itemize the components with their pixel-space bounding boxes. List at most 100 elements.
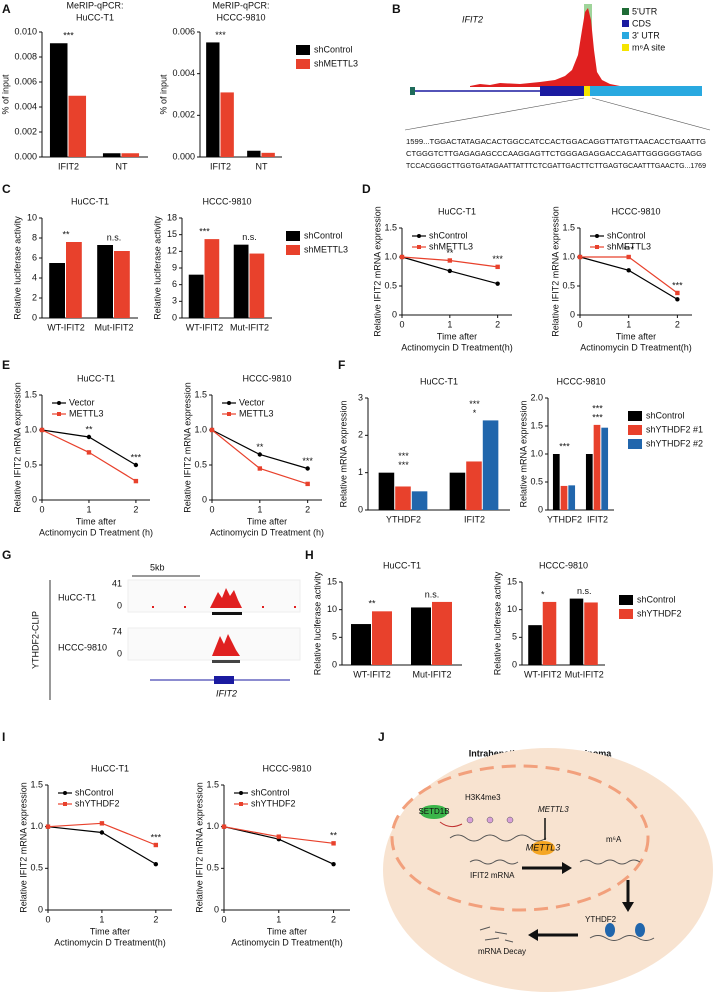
- point: [331, 841, 336, 846]
- y-tick-label: 0.002: [14, 126, 37, 136]
- dot: [184, 606, 186, 608]
- point: [626, 268, 631, 273]
- significance: ***: [492, 254, 503, 264]
- point: [675, 297, 680, 302]
- point: [153, 861, 159, 867]
- legend-label: 3' UTR: [632, 30, 660, 40]
- bar: [49, 43, 68, 157]
- y-tick-label: 1.5: [194, 389, 207, 399]
- x-axis-label: Time after: [616, 331, 656, 341]
- panel-j: Intrahepatic Cholangiocarcinoma SETD1B H…: [383, 748, 713, 992]
- chart-title: HCCC-9810: [556, 376, 605, 386]
- node-label: SETD1B: [418, 807, 449, 816]
- ythdf2: [605, 923, 615, 937]
- panel-label: I: [2, 730, 5, 744]
- y-tick-label: 0.004: [172, 68, 195, 78]
- x-axis-label: Time after: [90, 926, 130, 936]
- bar: [568, 485, 576, 510]
- bar: [569, 598, 584, 665]
- y-tick-label: 1.0: [206, 821, 219, 831]
- legend-label: shMETTL3: [304, 244, 348, 254]
- x-axis-label: Actinomycin D Treatment(h): [231, 937, 343, 947]
- y-tick-label: 9: [172, 262, 177, 272]
- track-max: 41: [112, 578, 122, 588]
- x-tick-label: 1: [626, 319, 631, 329]
- significance: ***: [469, 399, 480, 409]
- significance: ***: [623, 244, 634, 254]
- legend-label: shControl: [429, 230, 468, 240]
- y-tick-label: 1.5: [562, 222, 575, 232]
- legend-marker: [57, 401, 61, 405]
- legend-label: shMETTL3: [429, 241, 473, 251]
- legend-swatch: [286, 231, 300, 241]
- y-tick-label: 2.0: [530, 392, 543, 402]
- legend-label: shYTHDF2 #1: [646, 424, 703, 434]
- y-tick-label: 2: [32, 292, 37, 302]
- x-tick-label: 2: [495, 319, 500, 329]
- x-tick-label: 0: [39, 504, 44, 514]
- arrowhead: [528, 929, 538, 941]
- bar: [395, 486, 411, 510]
- exon: [214, 676, 234, 684]
- legend-label: shControl: [314, 44, 353, 54]
- bar: [114, 251, 130, 318]
- y-tick-label: 0.010: [14, 26, 37, 36]
- cds: [540, 86, 584, 96]
- point: [45, 824, 51, 829]
- significance: n.s.: [107, 232, 122, 242]
- y-tick-label: 6: [172, 279, 177, 289]
- x-axis-label: Actinomycin D Treatment(h): [580, 342, 692, 352]
- utr3: [590, 86, 702, 96]
- point: [675, 290, 680, 296]
- legend-label: shMETTL3: [607, 241, 651, 251]
- point: [276, 834, 281, 839]
- y-axis-label: Relative luciferase activity: [492, 571, 502, 675]
- chart-title: HCCC-9810: [202, 196, 251, 206]
- histone: [466, 816, 474, 824]
- bar: [482, 420, 499, 510]
- y-tick-label: 1: [358, 467, 363, 477]
- y-tick-label: 10: [507, 604, 517, 614]
- significance: ***: [398, 460, 409, 470]
- y-tick-label: 0.002: [172, 110, 195, 120]
- sequence: TCCACGGGCTTGGTGATAGAATTATTTCTCGATTGACTTC…: [406, 163, 706, 170]
- dot: [152, 606, 154, 608]
- y-tick-label: 8: [32, 232, 37, 242]
- point: [133, 478, 139, 484]
- y-tick-label: 0: [214, 904, 219, 914]
- y-tick-label: 0.5: [530, 476, 543, 486]
- chart-title: HCCC-9810: [216, 12, 265, 22]
- peak-call: [212, 660, 240, 663]
- y-tick-label: 0.000: [14, 151, 37, 161]
- nucleus: [390, 764, 650, 912]
- bar: [542, 601, 557, 665]
- y-tick-label: 1.0: [562, 251, 575, 261]
- significance: ***: [131, 452, 142, 462]
- chart-title: HCCC-9810: [611, 206, 660, 216]
- significance: ***: [63, 31, 74, 41]
- m6a-site: [584, 86, 590, 96]
- y-axis-label: Relative mRNA expression: [518, 400, 528, 507]
- legend-marker: [63, 802, 67, 806]
- peak-call: [212, 612, 242, 615]
- significance: n.s.: [242, 232, 257, 242]
- panel-g: 5kb YTHDF2-CLIP HuCC-T1 41 0 HCCC-9810 7…: [30, 562, 301, 700]
- x-tick-label: 0: [45, 914, 50, 924]
- y-tick-label: 1.5: [384, 222, 397, 232]
- point: [86, 450, 92, 455]
- legend-label: shYTHDF2: [75, 798, 120, 808]
- y-tick-label: 1.0: [24, 424, 37, 434]
- y-tick-label: 12: [167, 246, 177, 256]
- point: [305, 481, 310, 487]
- legend-label: shYTHDF2 #2: [646, 438, 703, 448]
- y-axis-label: Relative IFIT2 mRNA expression: [18, 782, 28, 913]
- point: [209, 427, 215, 433]
- panel-b: IFIT2 5'UTR CDS 3' UTR m⁶A site 1599...T…: [404, 4, 711, 170]
- significance: ***: [672, 280, 683, 290]
- bar: [261, 152, 275, 157]
- legend-marker: [595, 234, 599, 238]
- x-tick-label: NT: [116, 161, 128, 171]
- y-tick-label: 5: [332, 632, 337, 642]
- cell: [383, 748, 713, 992]
